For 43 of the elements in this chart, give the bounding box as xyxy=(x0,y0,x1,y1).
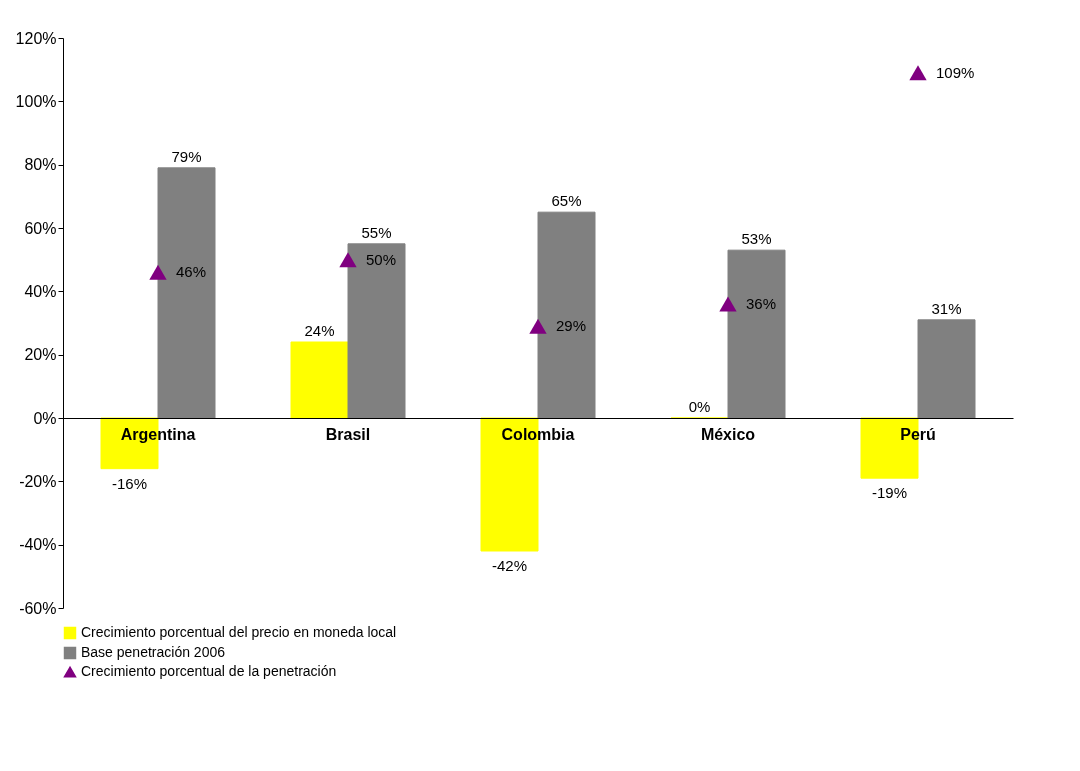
data-label: 65% xyxy=(551,192,582,210)
point xyxy=(909,65,927,81)
point xyxy=(149,264,167,280)
bar xyxy=(157,167,216,419)
legend-label: Base penetración 2006 xyxy=(81,644,226,660)
data-label: -16% xyxy=(111,474,148,492)
bar xyxy=(727,249,786,419)
x-tick-label: México xyxy=(700,425,756,443)
y-tick-label: 120% xyxy=(15,29,57,47)
bar xyxy=(917,319,976,419)
point xyxy=(529,318,547,334)
data-label: 46% xyxy=(176,263,207,281)
y-tick-label: 80% xyxy=(24,156,57,174)
legend-label: Crecimiento porcentual del precio en moneda local xyxy=(81,624,397,640)
y-tick-label: -40% xyxy=(19,536,57,554)
point xyxy=(719,296,737,312)
y-tick-label: 0% xyxy=(33,409,57,427)
data-label: 36% xyxy=(746,295,777,312)
data-label: 29% xyxy=(556,317,587,335)
data-label: 53% xyxy=(741,230,772,248)
y-tick-label: -60% xyxy=(19,599,57,617)
bar xyxy=(290,341,349,419)
data-label: 24% xyxy=(304,322,335,339)
y-tick-label: -20% xyxy=(19,472,57,490)
y-tick-label: 20% xyxy=(24,346,57,364)
x-tick-label: Brasil xyxy=(325,425,371,443)
data-label: 31% xyxy=(931,299,962,317)
point xyxy=(339,252,357,268)
data-label: 50% xyxy=(366,250,397,268)
x-tick-label: Argentina xyxy=(120,425,196,443)
x-tick-label: Colombia xyxy=(501,425,575,443)
data-label: -19% xyxy=(871,484,908,502)
legend-label: Crecimiento porcentual de la penetración xyxy=(81,663,337,679)
bar xyxy=(347,243,406,419)
y-tick-label: 40% xyxy=(24,282,57,300)
data-label: 109% xyxy=(936,63,975,81)
data-label: 79% xyxy=(171,147,202,165)
y-tick-label: 100% xyxy=(15,92,57,110)
data-label: -42% xyxy=(491,557,528,574)
y-tick-label: 60% xyxy=(24,219,57,237)
bar xyxy=(537,211,596,419)
data-label: 0% xyxy=(688,398,711,415)
data-label: 55% xyxy=(361,223,392,241)
